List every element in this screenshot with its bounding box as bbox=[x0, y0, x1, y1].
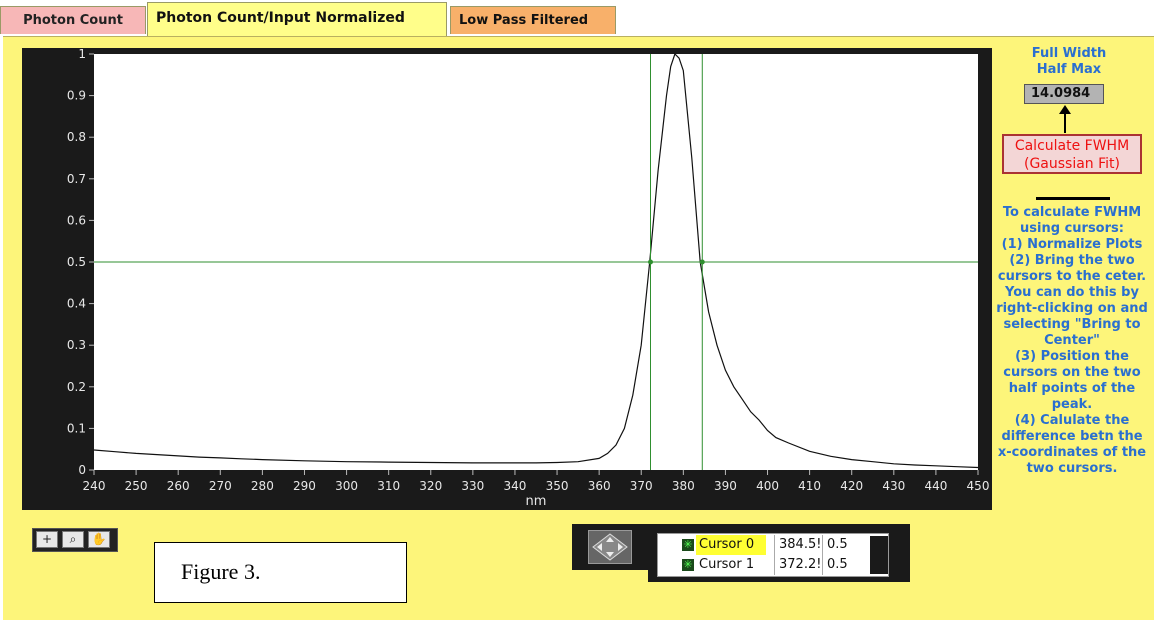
cursor-name[interactable]: Cursor 1 bbox=[699, 557, 755, 572]
y-tick-label: 0.6 bbox=[67, 213, 86, 227]
x-tick-label: 280 bbox=[251, 479, 274, 493]
y-tick-label: 0.2 bbox=[67, 380, 86, 394]
cursor-legend: ✳ Cursor 0 384.5! 0.5 ✳ Cursor 1 372.2! … bbox=[648, 524, 910, 582]
pan-hand-icon[interactable]: ✋ bbox=[88, 531, 110, 548]
y-tick-label: 0.5 bbox=[67, 255, 86, 269]
x-tick-label: 410 bbox=[798, 479, 821, 493]
tab-strip: Photon Count Photon Count/Input Normaliz… bbox=[0, 0, 1154, 36]
crosshair-icon[interactable]: + bbox=[36, 531, 58, 548]
x-axis-label: nm bbox=[526, 494, 547, 509]
x-tick-label: 300 bbox=[335, 479, 358, 493]
x-tick-label: 320 bbox=[419, 479, 442, 493]
y-axis: 0 0.1 0.2 0.3 0.4 0.5 0.6 0.7 0.8 0.9 1 bbox=[67, 47, 94, 477]
x-tick-label: 400 bbox=[756, 479, 779, 493]
fwhm-instructions: To calculate FWHM using cursors: (1) Nor… bbox=[996, 205, 1148, 476]
x-tick-label: 340 bbox=[503, 479, 526, 493]
x-tick-label: 330 bbox=[461, 479, 484, 493]
tab-photon-count-normalized[interactable]: Photon Count/Input Normalized bbox=[147, 2, 447, 36]
separator-line bbox=[1036, 197, 1110, 200]
fwhm-label: Full Width Half Max bbox=[1031, 46, 1107, 77]
x-tick-label: 370 bbox=[630, 479, 653, 493]
y-tick-label: 0.9 bbox=[67, 89, 86, 103]
cursor-legend-scrollbar[interactable] bbox=[870, 536, 888, 574]
x-tick-label: 430 bbox=[882, 479, 905, 493]
cursor-movement-control bbox=[572, 524, 648, 570]
x-tick-label: 440 bbox=[924, 479, 947, 493]
cursor-marker-icon: ✳ bbox=[682, 538, 694, 551]
cursor-y-value[interactable]: 0.5 bbox=[822, 535, 862, 555]
x-tick-label: 270 bbox=[209, 479, 232, 493]
x-tick-label: 240 bbox=[83, 479, 106, 493]
x-tick-label: 250 bbox=[125, 479, 148, 493]
cursor-row[interactable]: ✳ Cursor 0 384.5! 0.5 bbox=[658, 535, 868, 555]
x-tick-label: 390 bbox=[714, 479, 737, 493]
x-tick-label: 290 bbox=[293, 479, 316, 493]
series-line bbox=[93, 52, 979, 469]
graph-palette: + ⌕ ✋ bbox=[32, 528, 118, 552]
y-tick-label: 0.3 bbox=[67, 338, 86, 352]
x-tick-label: 260 bbox=[167, 479, 190, 493]
x-axis: 240 250 260 270 280 290 300 310 320 330 340 350 360 3… bbox=[83, 470, 990, 493]
cursor-point[interactable] bbox=[647, 259, 653, 265]
y-tick-label: 0 bbox=[78, 463, 86, 477]
x-tick-label: 310 bbox=[377, 479, 400, 493]
x-tick-label: 450 bbox=[967, 479, 990, 493]
cursor-lines[interactable] bbox=[94, 54, 978, 470]
y-tick-label: 0.7 bbox=[67, 172, 86, 186]
y-tick-label: 0.4 bbox=[67, 297, 86, 311]
y-tick-label: 0.8 bbox=[67, 130, 86, 144]
cursor-x-value[interactable]: 384.5! bbox=[774, 535, 822, 555]
x-tick-label: 350 bbox=[546, 479, 569, 493]
x-tick-label: 360 bbox=[588, 479, 611, 493]
up-arrow-icon bbox=[1059, 105, 1071, 133]
figure-label: Figure 3. bbox=[154, 542, 407, 603]
x-tick-label: 380 bbox=[672, 479, 695, 493]
cursor-y-value[interactable]: 0.5 bbox=[822, 555, 862, 575]
cursor-point[interactable] bbox=[699, 259, 705, 265]
cursor-marker-icon: ✳ bbox=[682, 558, 694, 571]
cursor-row[interactable]: ✳ Cursor 1 372.2! 0.5 bbox=[658, 555, 868, 575]
tab-photon-count[interactable]: Photon Count bbox=[0, 6, 146, 34]
cursor-name[interactable]: Cursor 0 bbox=[696, 535, 766, 555]
fwhm-value-indicator: 14.0984 bbox=[1024, 84, 1104, 104]
cursor-x-value[interactable]: 372.2! bbox=[774, 555, 822, 575]
zoom-icon[interactable]: ⌕ bbox=[62, 531, 84, 548]
cursor-legend-table: ✳ Cursor 0 384.5! 0.5 ✳ Cursor 1 372.2! … bbox=[657, 533, 889, 577]
cursor-move-pad[interactable] bbox=[588, 530, 632, 564]
y-tick-label: 0.1 bbox=[67, 421, 86, 435]
calculate-fwhm-button[interactable]: Calculate FWHM (Gaussian Fit) bbox=[1002, 134, 1142, 174]
x-tick-label: 420 bbox=[840, 479, 863, 493]
tab-low-pass-filtered[interactable]: Low Pass Filtered bbox=[450, 6, 616, 34]
diamond-arrows-icon bbox=[592, 533, 628, 561]
y-tick-label: 1 bbox=[78, 47, 86, 61]
